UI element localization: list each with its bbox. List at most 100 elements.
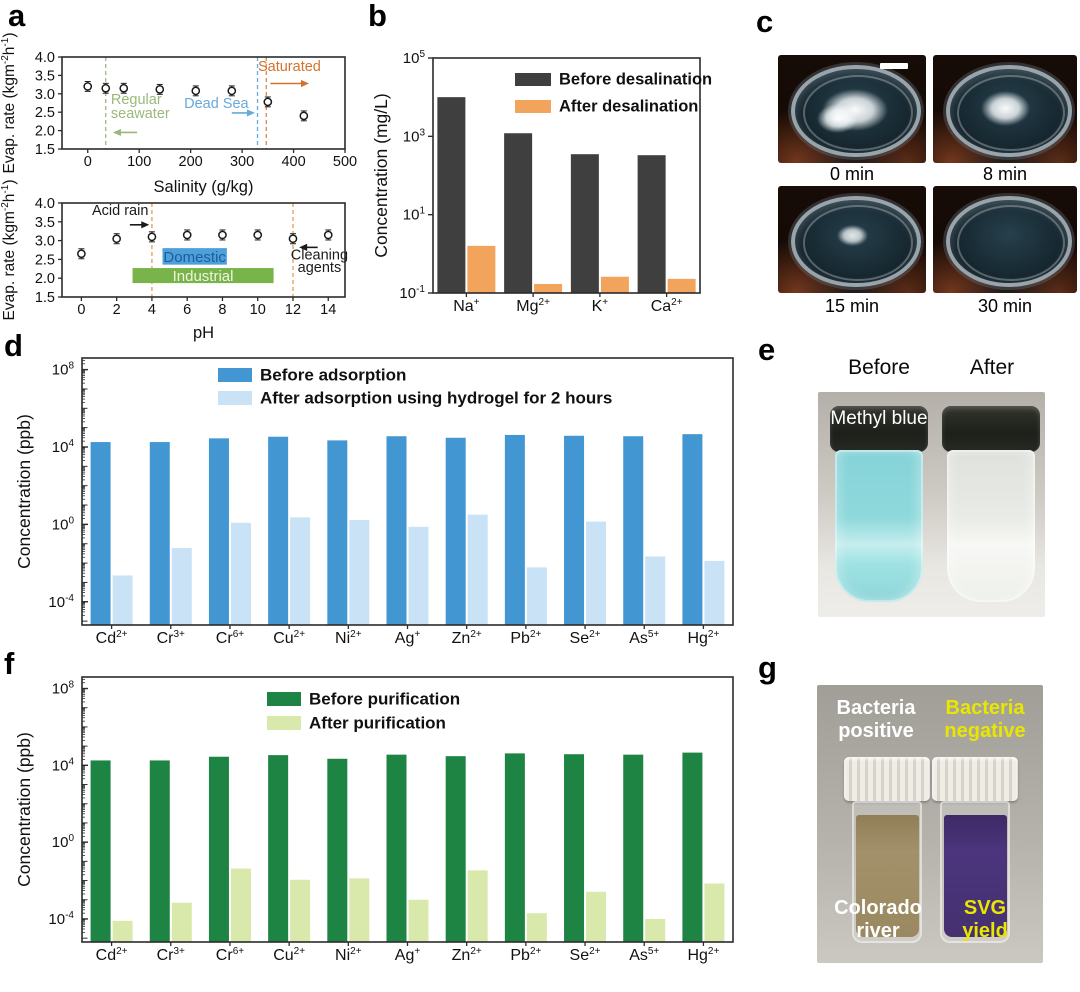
category-label: Na+ bbox=[453, 297, 479, 315]
bar-before bbox=[268, 436, 289, 625]
y-tick-label: 101 bbox=[403, 206, 426, 224]
bar-after bbox=[112, 920, 133, 942]
beaker-image bbox=[791, 64, 921, 157]
y-tick-label: 104 bbox=[52, 756, 75, 774]
bar-before bbox=[637, 155, 666, 293]
bar-before bbox=[90, 760, 111, 942]
axis-box bbox=[81, 676, 734, 943]
panel-label-d: d bbox=[4, 328, 23, 363]
annotation-arrowhead bbox=[299, 243, 308, 251]
legend-label: Before desalination bbox=[559, 71, 712, 89]
x-tick-label: 4 bbox=[148, 302, 156, 318]
category-label: As5+ bbox=[629, 629, 659, 647]
annotation-arrowhead bbox=[112, 128, 121, 137]
beaker-image bbox=[791, 195, 921, 288]
axis-box bbox=[432, 57, 701, 294]
data-point bbox=[253, 230, 263, 240]
category-label: Mg2+ bbox=[516, 297, 550, 315]
data-point bbox=[323, 230, 333, 240]
bar-after bbox=[349, 878, 370, 942]
y-tick-label: 105 bbox=[403, 49, 426, 67]
label-colorado-river: Colorado river bbox=[834, 897, 922, 942]
vial-liquid-cyan bbox=[835, 450, 923, 602]
bar-before bbox=[504, 753, 525, 942]
bar-after bbox=[645, 556, 666, 625]
data-point bbox=[101, 83, 111, 93]
bar-after bbox=[112, 575, 133, 625]
bar-after bbox=[704, 883, 725, 942]
x-tick-label: 14 bbox=[320, 302, 336, 318]
photo-caption: 15 min bbox=[824, 296, 880, 316]
region-box-label: Domestic bbox=[163, 249, 226, 266]
bar-after bbox=[467, 245, 496, 293]
x-tick-label: 0 bbox=[77, 302, 85, 318]
data-point bbox=[227, 86, 237, 96]
annotation-text: agents bbox=[298, 260, 342, 276]
chart-heavy-metal-purification: Cd2+ Cr3+ Cr6+ Cu2+ Ni2+ Ag+ Zn2+ Pb2+ Se2+ As5+ H… bbox=[14, 676, 734, 964]
category-label: Ca2+ bbox=[651, 297, 683, 315]
y-tick-label: 1.5 bbox=[35, 142, 55, 158]
legend-swatch bbox=[218, 391, 252, 405]
bar-after bbox=[408, 899, 429, 942]
annotation-arrowhead bbox=[246, 109, 255, 117]
legend-swatch bbox=[267, 692, 301, 706]
chart-evaporation-vs-salinity: 0 100 200 300 400 500 1.5 2.0 2.5 3.0 3.5 4.0 Salini… bbox=[0, 32, 357, 196]
y-tick-label: 1.5 bbox=[35, 290, 55, 306]
y-tick-label: 10-4 bbox=[48, 593, 74, 611]
category-label: Pb2+ bbox=[510, 946, 541, 964]
label-svg-yield: SVG yield bbox=[962, 897, 1008, 942]
y-axis-label: Concentration (ppb) bbox=[14, 732, 34, 887]
label-methyl-blue: Methyl blue bbox=[830, 408, 928, 429]
y-tick-label: 2.5 bbox=[35, 105, 55, 121]
y-tick-label: 3.5 bbox=[35, 215, 55, 231]
y-tick-label: 104 bbox=[52, 438, 75, 456]
x-tick-label: 2 bbox=[113, 302, 121, 318]
y-tick-label: 4.0 bbox=[35, 50, 55, 66]
y-axis-label: Evap. rate (kgm-2h-1) bbox=[0, 179, 18, 320]
bar-after bbox=[467, 870, 488, 942]
bar-before bbox=[327, 758, 348, 942]
label-bacteria-negative: Bacteria negative bbox=[944, 697, 1026, 742]
panel-label-g: g bbox=[758, 650, 777, 685]
bar-after bbox=[467, 514, 488, 625]
bar-before bbox=[682, 752, 703, 942]
bar-before bbox=[208, 438, 229, 625]
photo-salt-dissolution-30min bbox=[933, 186, 1077, 293]
category-label: Cd2+ bbox=[96, 946, 128, 964]
chart-evaporation-vs-ph: Domestic Industrial 0 2 4 6 8 10 12 14 1.5 2.0 2.5 3.… bbox=[0, 179, 348, 342]
axis-box bbox=[61, 202, 346, 298]
category-label: Zn2+ bbox=[452, 629, 482, 647]
region-box-label: Industrial bbox=[173, 268, 234, 285]
data-point bbox=[112, 234, 122, 244]
annotation-text: Saturated bbox=[258, 59, 321, 75]
y-tick-label: 10-1 bbox=[399, 284, 425, 302]
bar-before bbox=[564, 435, 585, 625]
panel-label-f: f bbox=[4, 646, 15, 681]
category-label: Cd2+ bbox=[96, 629, 128, 647]
y-tick-label: 3.0 bbox=[35, 234, 55, 250]
bar-after bbox=[230, 522, 251, 625]
vial-liquid-clear bbox=[947, 450, 1035, 602]
y-tick-label: 103 bbox=[403, 127, 426, 145]
vial-body bbox=[852, 801, 922, 943]
bar-before bbox=[445, 756, 466, 942]
beaker-image bbox=[945, 195, 1073, 288]
data-point bbox=[83, 82, 93, 91]
data-point bbox=[218, 230, 227, 240]
chart-ion-desalination: Na+ Mg2+ K+ Ca2+ 105 103 101 10-1 Concentration … bbox=[371, 49, 712, 315]
legend-swatch bbox=[515, 100, 551, 113]
bar-before bbox=[623, 436, 644, 625]
photo-caption: 8 min bbox=[982, 164, 1027, 184]
data-point bbox=[288, 234, 298, 244]
y-axis-label: Concentration (ppb) bbox=[14, 414, 34, 569]
data-point bbox=[182, 230, 192, 240]
y-axis-label: Evap. rate (kgm-2h-1) bbox=[0, 32, 18, 173]
bar-before bbox=[504, 133, 533, 293]
legend-label: After purification bbox=[309, 714, 446, 733]
y-tick-label: 10-4 bbox=[48, 910, 74, 928]
bar-before bbox=[623, 754, 644, 942]
x-axis-label: Salinity (g/kg) bbox=[154, 178, 254, 196]
annotation-text: Acid rain bbox=[92, 203, 148, 219]
category-label: Cr6+ bbox=[216, 629, 244, 647]
bar-before bbox=[570, 154, 599, 293]
